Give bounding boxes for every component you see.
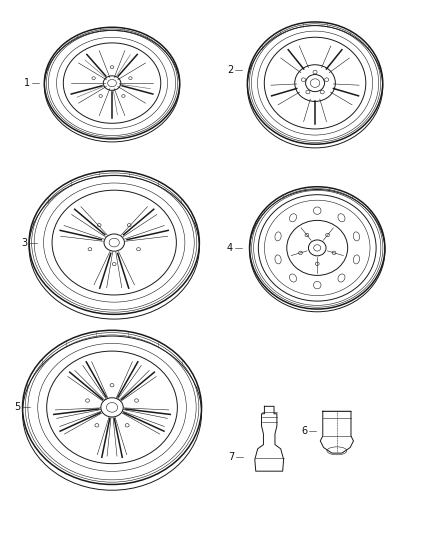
Text: 6: 6 bbox=[301, 426, 307, 437]
Text: 1: 1 bbox=[24, 78, 30, 88]
Text: 3: 3 bbox=[21, 238, 28, 247]
Text: 2: 2 bbox=[227, 65, 233, 75]
Text: 7: 7 bbox=[228, 452, 234, 462]
Text: 5: 5 bbox=[14, 402, 21, 413]
Text: 4: 4 bbox=[227, 243, 233, 253]
